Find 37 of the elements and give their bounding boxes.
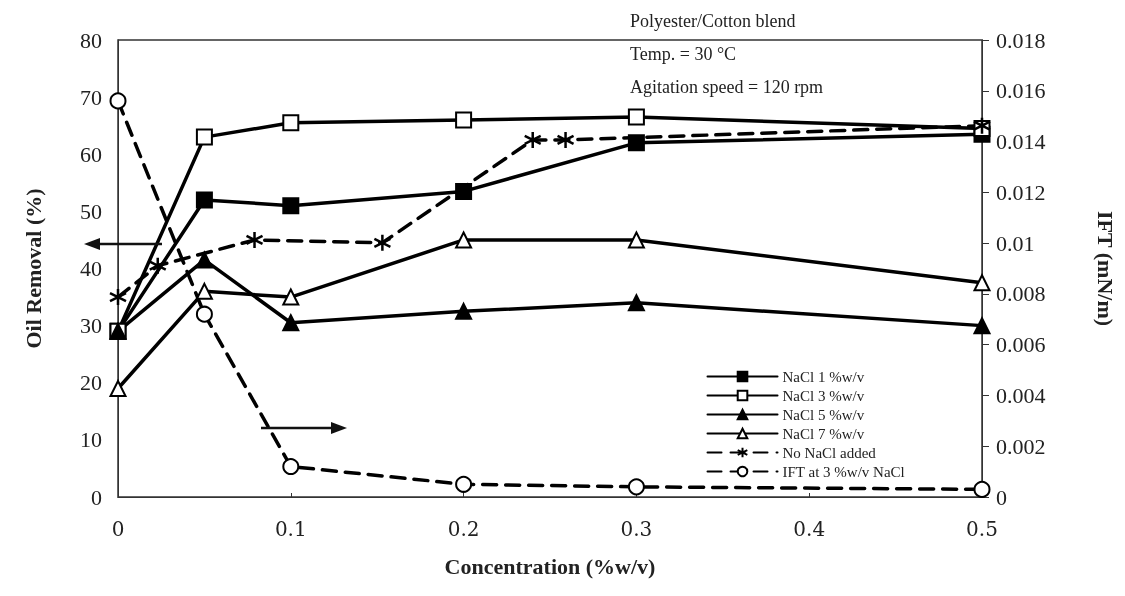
y2-tick-label: 0.008 xyxy=(996,281,1046,307)
x-tick-label: 0.3 xyxy=(620,517,653,541)
text: Polyester/Cotton blend xyxy=(630,11,796,31)
y-tick-label: 0 xyxy=(91,484,102,510)
y2-tick-label: 0.012 xyxy=(996,179,1046,205)
legend-label: NaCl 1 %w/v xyxy=(782,368,865,385)
x-tick-label: 0.1 xyxy=(274,517,307,541)
y2-tick-label: 0.006 xyxy=(996,332,1046,358)
legend-label: IFT at 3 %w/v NaCl xyxy=(782,463,905,480)
x-tick-label: 0.2 xyxy=(447,517,480,541)
y2-tick-label: 0 xyxy=(996,484,1007,510)
y2-tick-label: 0.018 xyxy=(996,27,1046,53)
y2-tick-label: 0.014 xyxy=(996,129,1046,155)
legend-label: NaCl 7 %w/v xyxy=(782,425,865,442)
y-tick-label: 10 xyxy=(80,427,102,453)
y2-tick-label: 0.016 xyxy=(996,78,1046,104)
y-tick-label: 30 xyxy=(80,313,102,339)
x-tick-label: 0.5 xyxy=(966,517,998,541)
legend-label: NaCl 5 %w/v xyxy=(782,406,865,423)
x-tick-label: 0 xyxy=(111,517,125,541)
legend-label: NaCl 3 %w/v xyxy=(782,387,865,404)
x-axis-title: Concentration (%w/v) xyxy=(444,553,656,579)
y-tick-label: 20 xyxy=(80,370,102,396)
y-axis-title: Oil Removal (%) xyxy=(20,188,46,349)
annotation: Temp. = 30 °C xyxy=(630,44,737,64)
y-tick-label: 70 xyxy=(80,84,102,110)
y2-tick-label: 0.002 xyxy=(996,433,1046,459)
y-tick-label: 40 xyxy=(80,256,102,281)
y2-tick-label: 0.01 xyxy=(996,230,1035,256)
y2-tick-label: 0.004 xyxy=(996,382,1046,408)
legend-label: No NaCl added xyxy=(782,444,877,461)
y2-axis-title: IFT (mN/m) xyxy=(1092,210,1118,327)
y-tick-label: 50 xyxy=(80,198,102,224)
y-tick-label: 60 xyxy=(80,141,102,167)
y-tick-label: 80 xyxy=(80,27,102,53)
annotation: Agitation speed = 120 rpm xyxy=(630,77,824,97)
x-tick-label: 0.4 xyxy=(793,517,826,541)
